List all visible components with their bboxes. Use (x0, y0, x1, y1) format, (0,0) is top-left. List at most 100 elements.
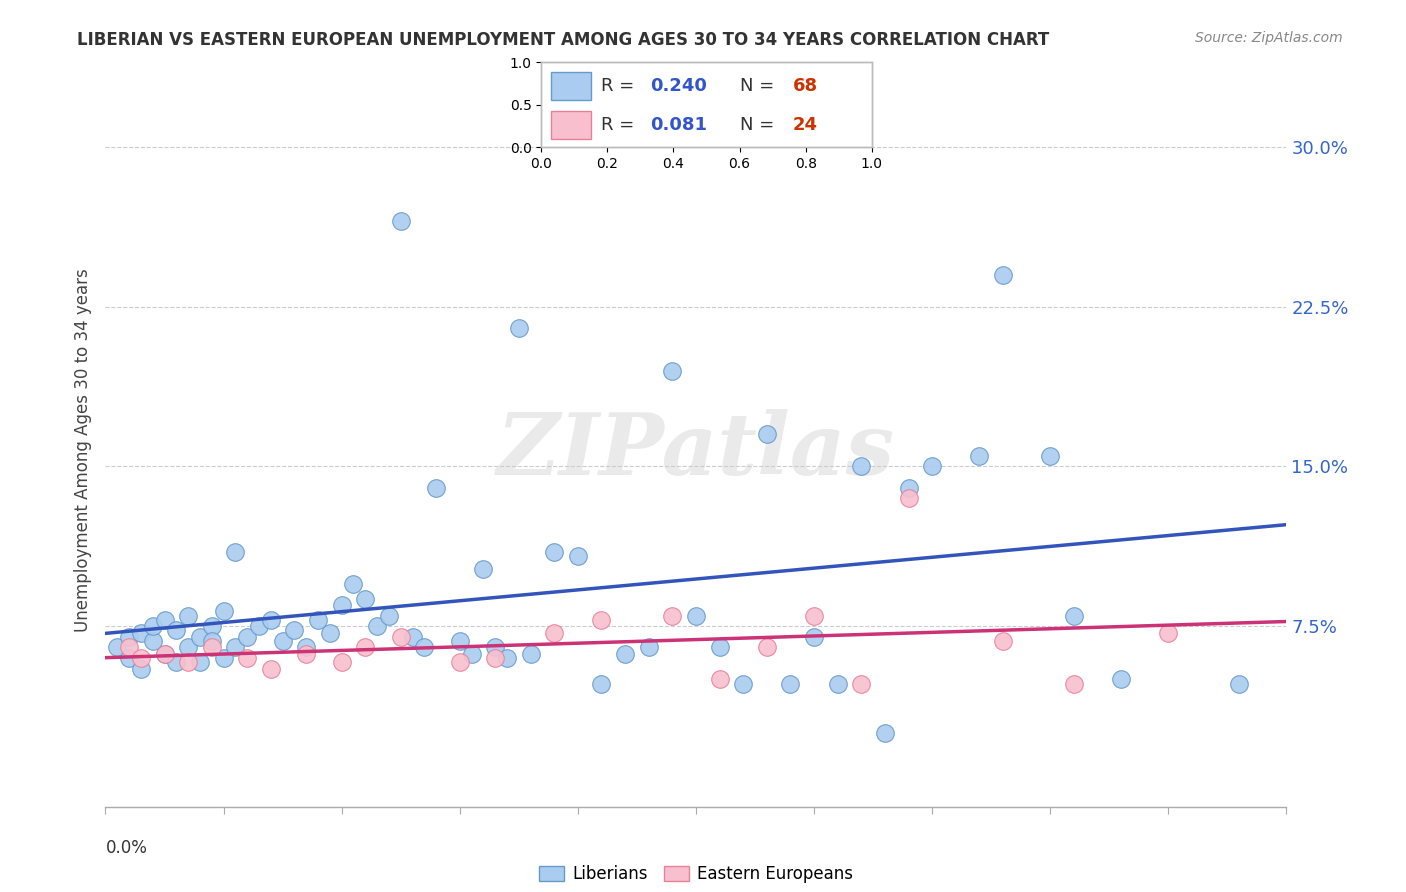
Point (779, 676, 801, 690)
Text: LIBERIAN VS EASTERN EUROPEAN UNEMPLOYMENT AMONG AGES 30 TO 34 YEARS CORRELATION : LIBERIAN VS EASTERN EUROPEAN UNEMPLOYMEN… (77, 31, 1050, 49)
Point (129, 651, 152, 665)
Point (224, 640, 246, 655)
Point (685, 608, 707, 623)
Text: 0.0%: 0.0% (105, 839, 148, 857)
Point (755, 427, 778, 442)
Point (330, 598, 353, 612)
Point (873, 725, 896, 739)
Point (153, 613, 176, 627)
Point (803, 608, 825, 623)
Text: 0.081: 0.081 (651, 116, 707, 134)
Point (260, 662, 283, 676)
Point (496, 651, 519, 665)
Point (129, 662, 152, 676)
Point (543, 625, 565, 640)
Point (295, 647, 318, 661)
Point (177, 608, 200, 623)
Point (1063, 608, 1085, 623)
Text: 0.240: 0.240 (651, 77, 707, 95)
Point (153, 647, 176, 661)
Point (413, 640, 436, 655)
Point (1109, 673, 1132, 687)
Point (366, 619, 388, 633)
Point (851, 459, 873, 474)
Text: 24: 24 (793, 116, 817, 134)
Point (378, 608, 401, 623)
Point (165, 656, 187, 670)
FancyBboxPatch shape (551, 71, 591, 100)
Point (484, 651, 506, 665)
Point (1157, 625, 1180, 640)
Point (567, 549, 589, 563)
Text: ZIPatlas: ZIPatlas (496, 409, 896, 492)
Point (236, 651, 259, 665)
Point (897, 491, 920, 506)
Point (236, 630, 259, 644)
Point (142, 634, 165, 648)
Point (449, 656, 471, 670)
Text: Source: ZipAtlas.com: Source: ZipAtlas.com (1195, 31, 1343, 45)
Point (519, 647, 541, 661)
Point (661, 608, 683, 623)
Point (118, 630, 141, 644)
Point (354, 640, 377, 655)
Point (897, 481, 920, 495)
Text: R =: R = (600, 116, 640, 134)
Point (212, 651, 235, 665)
Point (188, 656, 211, 670)
Point (319, 625, 342, 640)
Point (991, 268, 1014, 282)
Point (449, 634, 471, 648)
Text: N =: N = (740, 77, 779, 95)
Point (921, 459, 943, 474)
Point (142, 619, 165, 633)
Point (1039, 449, 1062, 463)
Point (460, 647, 482, 661)
Point (709, 673, 731, 687)
Point (177, 640, 200, 655)
Point (153, 647, 176, 661)
Point (201, 640, 224, 655)
Point (591, 613, 613, 627)
Point (260, 613, 283, 627)
Point (401, 630, 423, 644)
Point (212, 604, 235, 618)
Point (307, 613, 329, 627)
Point (591, 676, 613, 690)
Point (389, 214, 412, 228)
Point (969, 449, 991, 463)
Point (105, 640, 128, 655)
Point (330, 656, 353, 670)
Point (508, 321, 530, 335)
Point (165, 624, 187, 638)
Point (354, 591, 377, 606)
Point (851, 676, 873, 690)
Point (389, 630, 412, 644)
Point (733, 676, 755, 690)
Point (118, 640, 141, 655)
Point (637, 640, 659, 655)
Point (118, 651, 141, 665)
Point (342, 576, 364, 591)
Text: N =: N = (740, 116, 779, 134)
Point (283, 624, 305, 638)
Point (991, 634, 1014, 648)
Point (1063, 676, 1085, 690)
Point (472, 562, 495, 576)
Point (295, 640, 318, 655)
Text: 68: 68 (793, 77, 817, 95)
Legend: Liberians, Eastern Europeans: Liberians, Eastern Europeans (531, 858, 860, 889)
Y-axis label: Unemployment Among Ages 30 to 34 years: Unemployment Among Ages 30 to 34 years (73, 268, 91, 632)
Point (201, 634, 224, 648)
Point (201, 619, 224, 633)
Point (188, 630, 211, 644)
Point (224, 544, 246, 558)
FancyBboxPatch shape (551, 111, 591, 139)
Point (803, 630, 825, 644)
Point (709, 640, 731, 655)
Point (177, 656, 200, 670)
Point (129, 625, 152, 640)
Point (827, 676, 849, 690)
Point (425, 481, 447, 495)
Point (484, 640, 506, 655)
